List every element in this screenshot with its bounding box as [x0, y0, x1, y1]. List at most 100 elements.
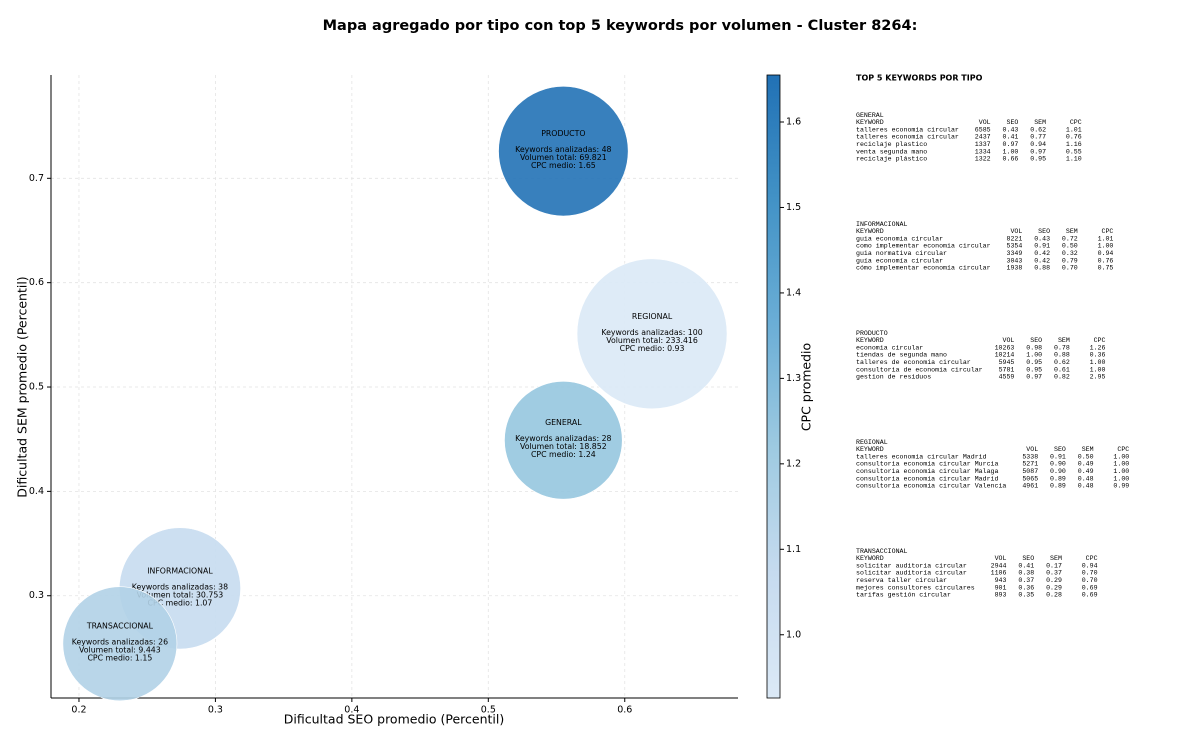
table-cell: 0.66: [1003, 156, 1019, 163]
column-header: SEM: [1066, 228, 1078, 235]
table-cell: 5087: [1022, 468, 1038, 475]
bubble-name: GENERAL: [545, 418, 582, 427]
colorbar-tick-label: 1.6: [786, 117, 801, 128]
table-cell: tarifas gestión circular: [856, 592, 951, 599]
table-cell: 0.82: [1054, 374, 1070, 381]
colorbar-tick-label: 1.4: [786, 287, 801, 298]
column-header: SEO: [1030, 337, 1042, 344]
table-cell: 0.88: [1034, 265, 1050, 272]
table-cell: consultoria economia circular Madrid: [856, 475, 998, 482]
table-cell: talleres economia circular Madrid: [856, 453, 987, 460]
table-cell: reserva taller circular: [856, 577, 947, 584]
column-header: CPC: [1086, 555, 1098, 562]
table-cell: 10263: [995, 344, 1015, 351]
table-cell: consultoria economia circular Malaga: [856, 468, 998, 475]
table-cell: 1.00: [1113, 461, 1129, 468]
table-cell: 0.38: [1018, 570, 1034, 577]
table-cell: 0.76: [1066, 134, 1082, 141]
table-cell: 1.00: [1090, 359, 1106, 366]
column-header: SEM: [1082, 446, 1094, 453]
table-cell: 1.01: [1066, 126, 1082, 133]
group-name: PRODUCTO: [856, 330, 888, 337]
table-cell: 10214: [995, 352, 1015, 359]
table-cell: 1.00: [1113, 453, 1129, 460]
table-cell: 0.90: [1050, 461, 1066, 468]
chart-title: Mapa agregado por tipo con top 5 keyword…: [323, 18, 918, 34]
table-cell: talleres economia circular: [856, 126, 959, 133]
table-cell: 0.97: [1030, 148, 1046, 155]
table-cell: 0.36: [1090, 352, 1106, 359]
bubble: [498, 86, 629, 217]
group-name: GENERAL: [856, 112, 884, 119]
group-name: INFORMACIONAL: [856, 221, 907, 228]
table-cell: 0.95: [1026, 359, 1042, 366]
column-header: SEO: [1054, 446, 1066, 453]
column-header: CPC: [1094, 337, 1106, 344]
colorbar: [766, 74, 781, 699]
table-cell: 0.94: [1098, 250, 1114, 257]
table-cell: 0.36: [1018, 584, 1034, 591]
table-cell: 5354: [1006, 243, 1022, 250]
table-cell: solicitar auditoría circular: [856, 570, 967, 577]
table-cell: 0.89: [1050, 483, 1066, 490]
table-cell: 0.62: [1054, 359, 1070, 366]
table-cell: 0.37: [1018, 577, 1034, 584]
column-header: VOL: [979, 119, 991, 126]
table-cell: 1322: [975, 156, 991, 163]
table-cell: 0.42: [1034, 257, 1050, 264]
table-cell: 0.95: [1030, 156, 1046, 163]
column-header: KEYWORD: [856, 119, 884, 126]
table-cell: 0.97: [1003, 141, 1019, 148]
table-cell: 3043: [1006, 257, 1022, 264]
table-cell: 0.88: [1054, 352, 1070, 359]
table-cell: 893: [995, 592, 1007, 599]
table-cell: consultoria de economia circular: [856, 366, 983, 373]
table-cell: 0.78: [1054, 344, 1070, 351]
table-cell: 4559: [999, 374, 1015, 381]
x-tick-label: 0.3: [208, 705, 223, 716]
column-header: SEM: [1058, 337, 1070, 344]
table-cell: 0.17: [1046, 562, 1062, 569]
table-cell: 2437: [975, 134, 991, 141]
column-header: VOL: [1003, 337, 1015, 344]
table-cell: 0.29: [1046, 584, 1062, 591]
table-cell: 0.49: [1078, 461, 1094, 468]
column-header: CPC: [1117, 446, 1129, 453]
table-cell: 1.16: [1066, 141, 1082, 148]
table-cell: reciclaje plastico: [856, 141, 927, 148]
table-cell: 0.49: [1078, 468, 1094, 475]
bubble-label: Keywords analizadas: 100: [601, 328, 702, 337]
group-name: REGIONAL: [856, 439, 888, 446]
table-cell: como implementar economia circular: [856, 243, 991, 250]
x-tick-label: 0.4: [344, 705, 359, 716]
table-cell: 0.37: [1046, 570, 1062, 577]
table-cell: 0.90: [1050, 468, 1066, 475]
table-cell: guia normativa circular: [856, 250, 947, 257]
table-cell: talleres de economia circular: [856, 359, 971, 366]
column-header: KEYWORD: [856, 228, 884, 235]
colorbar-tick-label: 1.1: [786, 544, 801, 555]
table-cell: 0.89: [1050, 475, 1066, 482]
table-cell: 0.72: [1062, 235, 1078, 242]
column-header: VOL: [1026, 446, 1038, 453]
bubble: [504, 381, 623, 500]
column-header: SEM: [1034, 119, 1046, 126]
table-cell: 1.00: [1003, 148, 1019, 155]
table-cell: 2944: [991, 562, 1007, 569]
column-header: KEYWORD: [856, 446, 884, 453]
table-cell: 0.43: [1003, 126, 1019, 133]
bubble-label: Volumen total: 18.852: [520, 442, 607, 451]
table-cell: 1337: [975, 141, 991, 148]
table-cell: 0.95: [1026, 366, 1042, 373]
colorbar-tick-label: 1.5: [786, 202, 801, 213]
table-cell: gestion de residuos: [856, 374, 931, 381]
table-cell: 0.70: [1082, 577, 1098, 584]
table-cell: 3349: [1006, 250, 1022, 257]
bubble-label: Keywords analizadas: 26: [72, 638, 168, 647]
table-cell: 0.77: [1030, 134, 1046, 141]
table-cell: tiendas de segunda mano: [856, 352, 947, 359]
bubble-label: CPC medio: 1.65: [531, 161, 596, 170]
group-name: TRANSACCIONAL: [856, 548, 907, 555]
column-header: SEO: [1022, 555, 1034, 562]
table-cell: 0.35: [1018, 592, 1034, 599]
